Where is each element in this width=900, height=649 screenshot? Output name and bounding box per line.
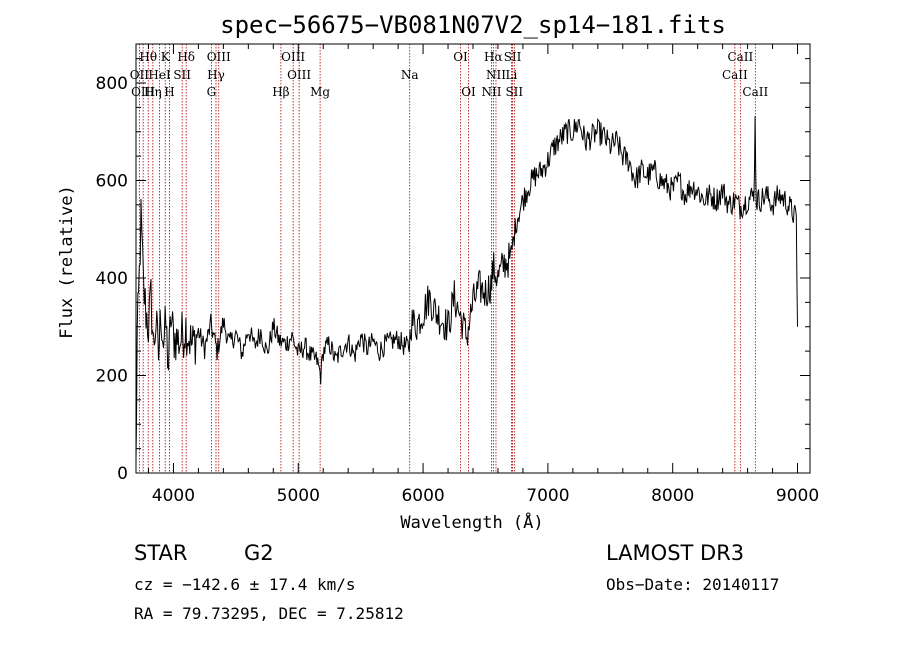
spectral-line-label: SII — [173, 68, 191, 82]
spectral-line-label: Mg — [310, 85, 330, 99]
x-tick-label: 8000 — [651, 486, 694, 506]
spectral-line-label: OIII — [207, 50, 231, 64]
spectral-line-label: Hα — [484, 50, 503, 64]
plot-frame — [135, 43, 811, 474]
spectral-line-label: SII — [504, 50, 522, 64]
y-tick-label: 600 — [96, 172, 128, 192]
x-tick-label: 6000 — [401, 486, 444, 506]
x-tick-label: 9000 — [776, 486, 819, 506]
spectral-line-label: Hη — [144, 85, 162, 99]
spectral-line-label: G — [207, 85, 217, 99]
y-tick-label: 200 — [96, 367, 128, 387]
spectral-line-label: HeI — [148, 68, 171, 82]
spectral-line-label: SII — [505, 85, 523, 99]
x-tick-label: 7000 — [526, 486, 569, 506]
y-tick-label: 400 — [96, 269, 128, 289]
spectral-line-label: OI — [453, 50, 468, 64]
y-axis-label: Flux (relative) — [57, 185, 77, 339]
spectral-line-label: OIII — [281, 50, 305, 64]
spectral-line-label: NII — [486, 68, 506, 82]
observation-date: Obs−Date: 20140117 — [606, 575, 779, 594]
y-tick-label: 0 — [117, 464, 128, 484]
object-class: STAR — [134, 541, 187, 565]
spectral-line-label: CaII — [727, 50, 753, 64]
spectral-line-label: OIII — [287, 68, 311, 82]
spectral-line-label: Hγ — [207, 68, 225, 82]
object-subclass: G2 — [244, 541, 274, 565]
x-tick-label: 5000 — [277, 486, 320, 506]
redshift-velocity: cz = −142.6 ± 17.4 km/s — [134, 575, 356, 594]
spectral-line-label: OI — [461, 85, 476, 99]
x-axis-label: Wavelength (Å) — [400, 511, 543, 533]
spectral-line-label: OII — [130, 68, 150, 82]
spectral-line-label: Hθ — [139, 50, 157, 64]
spectral-line-label: CaII — [722, 68, 748, 82]
spectral-line-label: K — [161, 50, 171, 64]
y-axis-ticks: 0 200 400 600 800 — [96, 58, 810, 484]
spectral-line-label: CaII — [742, 85, 768, 99]
spectral-line-label: NII — [481, 85, 501, 99]
spectral-line-label: Hδ — [177, 50, 195, 64]
x-axis-ticks: 4000 5000 6000 7000 8000 9000 — [147, 44, 819, 506]
spectral-line-label: Na — [401, 68, 419, 82]
x-tick-label: 4000 — [152, 486, 195, 506]
spectral-line-label: Hβ — [272, 85, 289, 99]
spectral-line-label: OIII — [131, 85, 155, 99]
ra-dec-coordinates: RA = 79.73295, DEC = 7.25812 — [134, 604, 404, 623]
chart-title: spec−56675−VB081N07V2_sp14−181.fits — [220, 11, 726, 39]
flux-series-line — [135, 115, 798, 460]
survey-name: LAMOST DR3 — [606, 541, 744, 565]
spectral-line-label: Li — [506, 68, 518, 82]
spectral-line-markers — [138, 44, 756, 473]
spectral-line-label: H — [164, 85, 174, 99]
y-tick-label: 800 — [96, 74, 128, 94]
